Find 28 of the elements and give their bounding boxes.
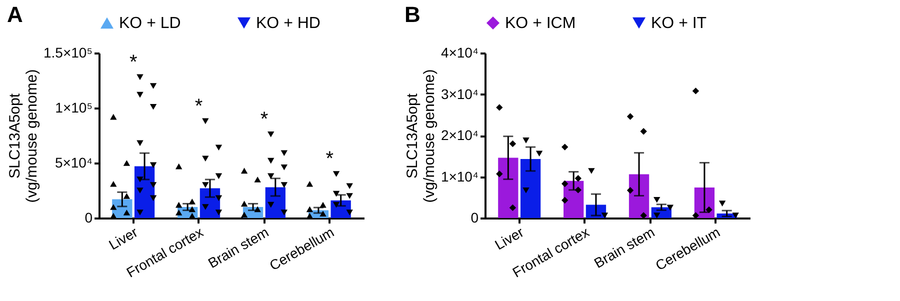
x-tick-label: Brain stem (205, 224, 272, 272)
annotation: * (129, 51, 138, 74)
legend-label: KO + HD (256, 15, 320, 32)
bar (628, 174, 650, 218)
legend-label: KO + ICM (505, 15, 576, 32)
annotation: * (326, 148, 334, 170)
legend-label: KO + IT (651, 15, 707, 32)
y-tick-label: 4×10⁴ (440, 44, 478, 60)
y-tick-label: 3×10⁴ (440, 86, 478, 102)
x-tick-label: Brain stem (591, 224, 658, 272)
y-tick-label: 0 (84, 210, 93, 226)
chart-title: A (6, 2, 23, 27)
legend-label: KO + LD (119, 15, 181, 32)
x-tick-label: Liver (106, 224, 141, 253)
y-tick-label: 1×10⁵ (55, 100, 92, 116)
annotation: * (194, 95, 203, 118)
annotation: * (260, 108, 268, 131)
y-tick-label: 1.5×10⁵ (43, 44, 92, 60)
y-axis-title: SLC13A5opt (vg/mouse genome) (6, 69, 40, 203)
y-axis-title: SLC13A5opt (vg/mouse genome) (404, 69, 438, 203)
bar (498, 158, 518, 218)
y-tick-label: 0 (470, 210, 479, 226)
bar (520, 159, 541, 218)
y-tick-label: 5×10⁴ (54, 154, 92, 170)
y-tick-label: 1×10⁴ (440, 168, 478, 184)
chart-title: B (404, 2, 420, 27)
y-tick-label: 2×10⁴ (440, 127, 478, 143)
x-tick-label: Liver (492, 224, 527, 253)
